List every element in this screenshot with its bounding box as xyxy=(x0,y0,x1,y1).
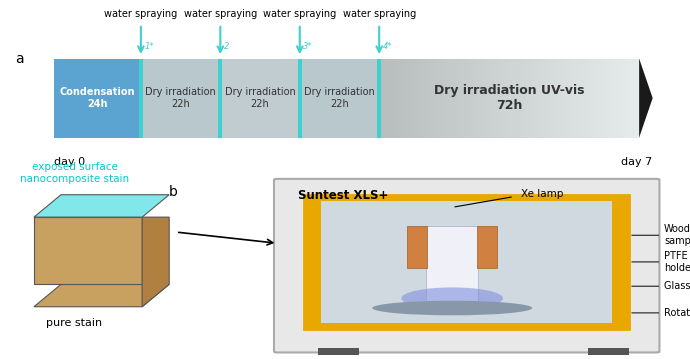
Bar xyxy=(561,59,567,137)
Bar xyxy=(489,59,494,137)
Ellipse shape xyxy=(372,301,532,315)
Bar xyxy=(478,59,484,137)
Bar xyxy=(629,59,635,137)
Bar xyxy=(582,59,588,137)
Bar xyxy=(608,59,614,137)
Bar xyxy=(546,59,551,137)
Bar xyxy=(318,348,359,355)
Bar xyxy=(297,59,302,137)
Bar xyxy=(509,59,515,137)
Bar xyxy=(426,225,478,304)
Bar xyxy=(322,201,612,323)
Bar xyxy=(390,59,395,137)
Text: 3*: 3* xyxy=(303,42,313,51)
Bar xyxy=(556,59,562,137)
Text: Condensation
24h: Condensation 24h xyxy=(60,87,135,109)
Bar xyxy=(603,59,609,137)
Polygon shape xyxy=(142,217,169,307)
Bar xyxy=(514,59,520,137)
Bar xyxy=(447,59,453,137)
Bar xyxy=(218,59,222,137)
Bar xyxy=(400,59,406,137)
Bar xyxy=(426,59,432,137)
Bar xyxy=(483,59,489,137)
Bar xyxy=(493,59,500,137)
Bar xyxy=(322,201,612,323)
Bar xyxy=(431,59,437,137)
Bar xyxy=(141,59,220,137)
Bar xyxy=(377,59,381,137)
Bar xyxy=(411,59,416,137)
Bar xyxy=(380,59,385,137)
Bar xyxy=(618,59,624,137)
Bar xyxy=(624,59,629,137)
Text: Dry irradiation
22h: Dry irradiation 22h xyxy=(225,87,295,109)
FancyBboxPatch shape xyxy=(274,179,660,353)
Text: Rotative plate: Rotative plate xyxy=(632,308,690,318)
Bar xyxy=(499,59,504,137)
Text: Xe lamp: Xe lamp xyxy=(521,189,563,199)
Text: exposed surface
nanocomposite stain: exposed surface nanocomposite stain xyxy=(20,162,129,183)
Bar xyxy=(540,59,546,137)
Text: Dry irradiation
22h: Dry irradiation 22h xyxy=(145,87,216,109)
Bar xyxy=(592,59,598,137)
Text: Dry irradiation
22h: Dry irradiation 22h xyxy=(304,87,375,109)
Bar xyxy=(220,59,299,137)
Bar xyxy=(504,59,510,137)
Bar xyxy=(566,59,572,137)
FancyBboxPatch shape xyxy=(55,59,141,137)
FancyBboxPatch shape xyxy=(477,225,497,268)
Bar xyxy=(577,59,582,137)
FancyBboxPatch shape xyxy=(304,195,629,329)
Bar xyxy=(571,59,578,137)
Polygon shape xyxy=(34,217,142,284)
Bar xyxy=(421,59,426,137)
Bar xyxy=(442,59,447,137)
Polygon shape xyxy=(639,59,653,137)
Text: pure stain: pure stain xyxy=(46,318,103,328)
Bar xyxy=(613,59,619,137)
Text: water spraying: water spraying xyxy=(184,9,257,19)
Bar xyxy=(462,59,469,137)
Text: Wood
samples: Wood samples xyxy=(632,224,690,246)
Text: 4*: 4* xyxy=(382,42,392,51)
FancyBboxPatch shape xyxy=(407,225,427,268)
Bar xyxy=(520,59,526,137)
Bar xyxy=(634,59,640,137)
Bar xyxy=(452,59,458,137)
Text: Dry irradiation UV-vis
72h: Dry irradiation UV-vis 72h xyxy=(434,84,584,112)
Text: PTFE
holders: PTFE holders xyxy=(632,251,690,273)
Bar xyxy=(551,59,557,137)
Bar xyxy=(405,59,411,137)
Text: water spraying: water spraying xyxy=(342,9,416,19)
Text: 2: 2 xyxy=(224,42,229,51)
Bar xyxy=(468,59,473,137)
Bar xyxy=(395,59,401,137)
Text: water spraying: water spraying xyxy=(263,9,337,19)
Text: 1*: 1* xyxy=(144,42,154,51)
Text: Glass beaker: Glass beaker xyxy=(632,281,690,291)
Bar xyxy=(436,59,442,137)
Polygon shape xyxy=(34,195,169,217)
Bar xyxy=(530,59,536,137)
Bar xyxy=(457,59,463,137)
Bar xyxy=(587,59,593,137)
Bar xyxy=(299,59,380,137)
Bar xyxy=(535,59,541,137)
Bar xyxy=(473,59,479,137)
Bar xyxy=(415,59,422,137)
Text: a: a xyxy=(15,52,23,66)
Text: day 7: day 7 xyxy=(622,157,653,167)
Text: b: b xyxy=(169,185,178,199)
Text: water spraying: water spraying xyxy=(104,9,177,19)
Bar xyxy=(384,59,391,137)
Ellipse shape xyxy=(402,288,503,309)
Polygon shape xyxy=(34,284,169,307)
Text: Suntest XLS+: Suntest XLS+ xyxy=(297,189,388,202)
Bar xyxy=(589,348,629,355)
Text: day 0: day 0 xyxy=(55,157,86,167)
Bar xyxy=(525,59,531,137)
Bar xyxy=(598,59,604,137)
Bar xyxy=(139,59,143,137)
